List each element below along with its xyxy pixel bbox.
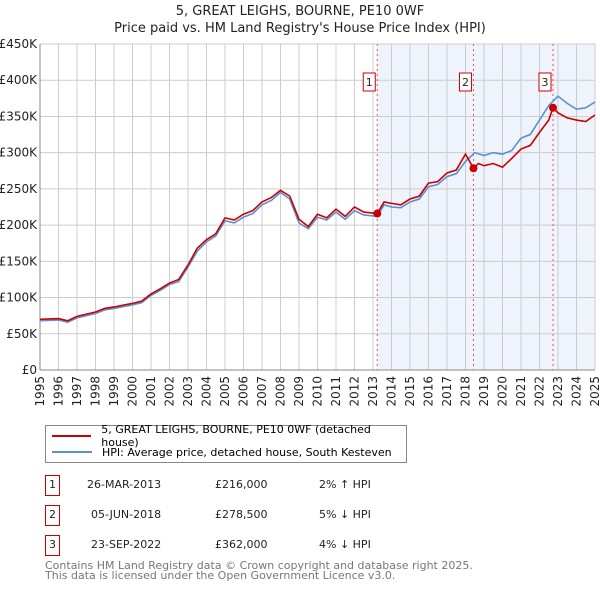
x-tick-label: 1996 <box>52 376 66 407</box>
x-tick-label: 2010 <box>311 376 325 407</box>
sale-hpi: 4% ↓ HPI <box>319 538 371 551</box>
y-tick-label: £350K <box>0 109 38 123</box>
x-tick-label: 2017 <box>440 376 454 407</box>
x-tick-label: 2025 <box>588 376 600 407</box>
sale-price: £278,500 <box>215 508 268 521</box>
y-tick-label: £200K <box>0 218 38 232</box>
y-tick-label: £450K <box>0 37 38 51</box>
footer-line: This data is licensed under the Open Gov… <box>45 569 396 582</box>
x-tick-label: 2016 <box>422 376 436 407</box>
property-line <box>39 106 596 322</box>
y-tick-label: £400K <box>0 73 38 87</box>
legend-swatch <box>52 435 92 437</box>
x-tick-label: 2023 <box>551 376 565 407</box>
sale-marker-number: 3 <box>542 76 549 89</box>
sale-marker-box <box>362 72 376 92</box>
sale-row: 2 05-JUN-2018 £278,500 5% ↓ HPI <box>45 505 465 527</box>
x-tick-label: 2005 <box>218 376 232 407</box>
x-tick-label: 2006 <box>237 376 251 407</box>
y-tick-label: £150K <box>0 254 38 268</box>
x-tick-label: 1998 <box>89 376 103 407</box>
legend-item-hpi: HPI: Average price, detached house, Sout… <box>52 444 392 460</box>
x-tick-label: 2000 <box>126 376 140 407</box>
sale-marker-label: 2 <box>45 505 60 526</box>
sale-point <box>469 164 478 173</box>
x-tick-label: 2001 <box>144 376 158 407</box>
x-tick-label: 2018 <box>459 376 473 407</box>
chart-title: 5, GREAT LEIGHS, BOURNE, PE10 0WF <box>175 4 425 19</box>
y-tick-label: £0 <box>22 363 37 377</box>
price-chart: £0 £50K £100K £150K £200K £250K £300K £350K £400… <box>0 37 600 407</box>
x-tick-label: 2009 <box>292 376 306 407</box>
sale-row: 1 26-MAR-2013 £216,000 2% ↑ HPI <box>45 475 465 497</box>
y-tick-label: £250K <box>0 182 38 196</box>
hpi-line <box>39 95 596 324</box>
x-tick-label: 2003 <box>181 376 195 407</box>
sale-marker-number: 1 <box>366 76 373 89</box>
chart-subtitle: Price paid vs. HM Land Registry's House … <box>114 21 486 36</box>
sale-marker-label: 3 <box>45 535 60 556</box>
x-tick-label: 2014 <box>385 376 399 407</box>
legend-swatch <box>52 451 92 453</box>
sale-price: £216,000 <box>215 478 268 491</box>
footer-line: Contains HM Land Registry data © Crown c… <box>45 559 473 572</box>
sale-point <box>549 103 558 112</box>
x-tick-label: 2022 <box>533 376 547 407</box>
x-tick-label: 2011 <box>329 376 343 407</box>
sale-price: £362,000 <box>215 538 268 551</box>
sale-date: 23-SEP-2022 <box>91 538 162 551</box>
sale-point <box>373 209 382 218</box>
x-tick-label: 2012 <box>348 376 362 407</box>
x-tick-label: 2007 <box>255 376 269 407</box>
ownership-shade <box>377 44 595 370</box>
x-tick-label: 2019 <box>477 376 491 407</box>
sale-marker-box <box>538 72 552 92</box>
x-tick-label: 2021 <box>514 376 528 407</box>
x-tick-label: 2013 <box>366 376 380 407</box>
sale-date: 26-MAR-2013 <box>87 478 162 491</box>
x-tick-label: 2002 <box>163 376 177 407</box>
sale-marker-box <box>458 72 472 92</box>
x-tick-label: 1995 <box>33 376 47 407</box>
legend-item-property: 5, GREAT LEIGHS, BOURNE, PE10 0WF (detac… <box>52 423 406 449</box>
legend-label: 5, GREAT LEIGHS, BOURNE, PE10 0WF (detac… <box>101 423 371 449</box>
sale-date: 05-JUN-2018 <box>91 508 162 521</box>
footer: Contains HM Land Registry data © Crown c… <box>45 559 473 582</box>
y-tick-label: £300K <box>0 146 38 160</box>
sale-hpi: 5% ↓ HPI <box>319 508 371 521</box>
x-tick-label: 2020 <box>496 376 510 407</box>
legend: 5, GREAT LEIGHS, BOURNE, PE10 0WF (detac… <box>45 423 407 463</box>
x-tick-label: 2008 <box>274 376 288 407</box>
legend-label: HPI: Average price, detached house, Sout… <box>102 445 392 459</box>
sale-marker-label: 1 <box>45 475 60 496</box>
y-tick-label: £100K <box>0 291 38 305</box>
x-tick-label: 2004 <box>200 376 214 407</box>
x-tick-label: 1999 <box>107 376 121 407</box>
x-tick-label: 2015 <box>403 376 417 407</box>
x-tick-label: 2024 <box>570 376 584 407</box>
sale-marker-number: 2 <box>462 76 469 89</box>
y-tick-label: £50K <box>6 327 38 341</box>
x-tick-label: 1997 <box>70 376 84 407</box>
sale-row: 3 23-SEP-2022 £362,000 4% ↓ HPI <box>45 535 465 557</box>
sale-hpi: 2% ↑ HPI <box>319 478 371 491</box>
